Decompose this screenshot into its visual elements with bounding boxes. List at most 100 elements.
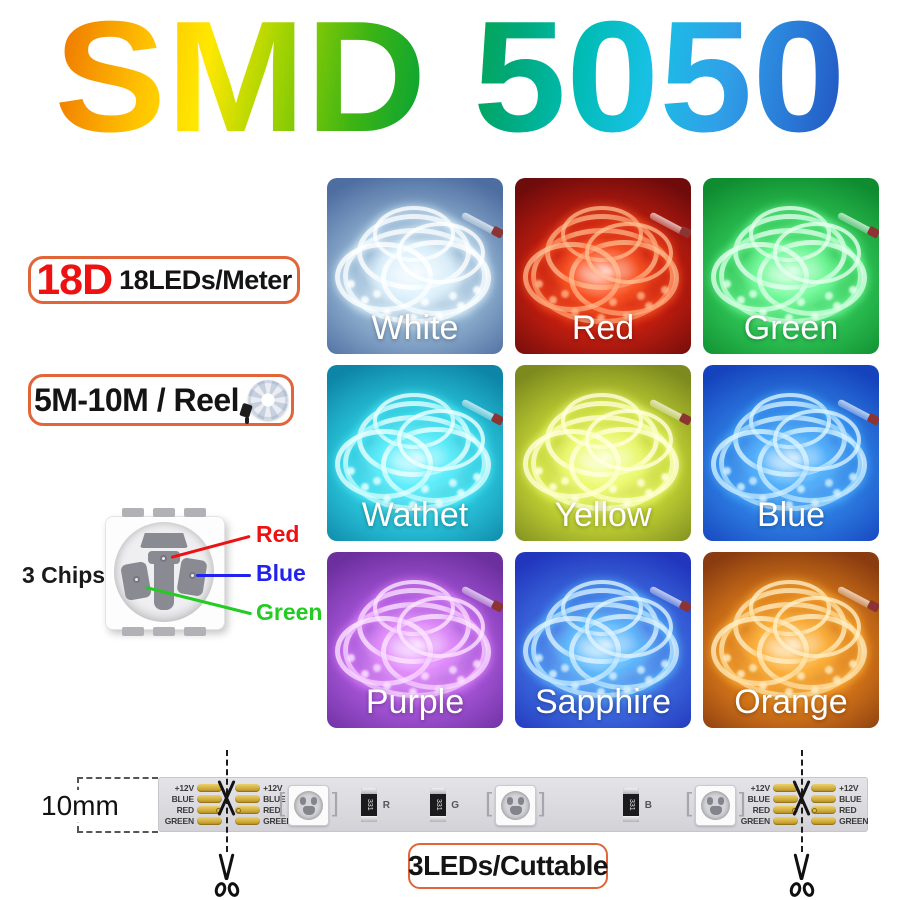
scissors-handle bbox=[225, 880, 242, 899]
chip-pin-tab bbox=[184, 627, 206, 636]
pin-label-blue: Blue bbox=[256, 560, 306, 586]
pad-label: RED bbox=[752, 805, 771, 816]
led-lens bbox=[501, 791, 530, 820]
pad-label: RED bbox=[263, 805, 281, 816]
resistor-green: 331 G bbox=[430, 788, 459, 822]
dimension-line-top bbox=[77, 777, 158, 779]
resistor-code: 331 bbox=[628, 799, 635, 811]
density-label: 18LEDs/Meter bbox=[119, 264, 292, 295]
led-chip bbox=[278, 785, 339, 826]
led-die bbox=[300, 797, 306, 805]
led-lens bbox=[294, 791, 323, 820]
chips-caption: 3 Chips bbox=[22, 562, 106, 588]
led-die bbox=[707, 797, 713, 805]
tile-label: Purple bbox=[365, 683, 465, 721]
chip-die-top bbox=[140, 533, 188, 548]
pin-label-red: Red bbox=[256, 521, 300, 547]
pad-label: BLUE bbox=[263, 793, 286, 804]
solder-pad bbox=[196, 783, 223, 792]
chip-pin-tab bbox=[122, 508, 144, 517]
scissors-blade bbox=[793, 853, 803, 881]
tile-label: Blue bbox=[756, 496, 826, 534]
led-chip bbox=[685, 785, 746, 826]
solder-pad bbox=[772, 817, 799, 826]
density-badge: 18D 18LEDs/Meter bbox=[28, 256, 300, 304]
scissors-handle bbox=[212, 880, 229, 899]
chip-pin-tab bbox=[153, 508, 175, 517]
reel-label: 5M-10M / Reel bbox=[33, 381, 240, 418]
scissors-icon bbox=[212, 853, 242, 899]
strip-coil-ring bbox=[773, 409, 861, 471]
pad-label: GREEN bbox=[740, 816, 770, 827]
solder-pad bbox=[772, 783, 799, 792]
pad-label: GREEN bbox=[263, 816, 293, 827]
strip-coil-ring bbox=[585, 222, 673, 284]
pad-label: BLUE bbox=[839, 793, 862, 804]
tile-label: White bbox=[371, 309, 459, 347]
density-code: 18D bbox=[36, 255, 113, 304]
solder-pad bbox=[772, 794, 799, 803]
led-chip bbox=[485, 785, 546, 826]
pad-label: GREEN bbox=[839, 816, 869, 827]
chip-pin-tab bbox=[153, 627, 175, 636]
color-tile-wathet: Wathet bbox=[327, 365, 503, 541]
led-strip-pcb: +12V +12V BLUE BLUE RED RED GREEN GREEN +12V +12… bbox=[158, 777, 870, 832]
scissors-handle bbox=[787, 880, 804, 899]
led-glow-dots bbox=[515, 552, 519, 556]
led-lens bbox=[701, 791, 730, 820]
resistor-letter: G bbox=[451, 800, 459, 811]
strip-coil-ring bbox=[585, 596, 673, 658]
chip-pin-tab bbox=[184, 508, 206, 517]
strip-coil-ring bbox=[585, 409, 673, 471]
solder-pad bbox=[196, 794, 223, 803]
pin-line-blue bbox=[196, 574, 251, 577]
led-die bbox=[302, 806, 315, 815]
strip-width-label: 10mm bbox=[38, 790, 122, 822]
color-tile-sapphire: Sapphire bbox=[515, 552, 691, 728]
solder-pad bbox=[810, 794, 837, 803]
scissors-blade bbox=[218, 853, 228, 881]
pad-label: BLUE bbox=[171, 793, 195, 804]
resistor-letter: R bbox=[382, 800, 390, 811]
led-glow-dots bbox=[515, 178, 519, 182]
tile-label: Red bbox=[571, 309, 635, 347]
resistor-red: 331 R bbox=[361, 788, 390, 822]
tile-label: Wathet bbox=[361, 496, 469, 534]
pad-label: RED bbox=[176, 805, 195, 816]
pad-label: +12V bbox=[839, 782, 859, 793]
pad-label: BLUE bbox=[747, 793, 771, 804]
pad-row-12v: +12V +12V bbox=[739, 782, 870, 793]
led-die bbox=[507, 797, 513, 805]
led-glow-dots bbox=[327, 178, 331, 182]
tile-label: Orange bbox=[734, 683, 848, 721]
strip-coil-ring bbox=[773, 222, 861, 284]
reel-badge: 5M-10M / Reel bbox=[28, 374, 294, 426]
color-tile-blue: Blue bbox=[703, 365, 879, 541]
tile-label: Green bbox=[743, 309, 839, 347]
tile-label: Yellow bbox=[554, 496, 652, 534]
led-glow-dots bbox=[327, 365, 331, 369]
pad-label: +12V bbox=[750, 782, 770, 793]
pad-row-12v: +12V +12V bbox=[163, 782, 294, 793]
led-die bbox=[718, 797, 724, 805]
dimension-line-bottom bbox=[77, 831, 158, 833]
color-tile-purple: Purple bbox=[327, 552, 503, 728]
cuttable-badge: 3LEDs/Cuttable bbox=[408, 843, 608, 889]
solder-pad-group-right: +12V +12V BLUE BLUE RED RED GREEN GREEN bbox=[739, 778, 870, 831]
pad-row-green: GREEN GREEN bbox=[739, 816, 870, 827]
pad-row-blue: BLUE BLUE bbox=[163, 793, 294, 804]
solder-pad bbox=[810, 783, 837, 792]
pad-label: +12V bbox=[174, 782, 194, 793]
pad-label: GREEN bbox=[164, 816, 194, 827]
chip-die-column bbox=[154, 556, 174, 610]
scissors-icon bbox=[787, 853, 817, 899]
strip-coil-ring bbox=[397, 596, 485, 658]
strip-coil-ring bbox=[773, 596, 861, 658]
scissors-handle bbox=[800, 880, 817, 899]
solder-pad-group-left: +12V +12V BLUE BLUE RED RED GREEN GREEN bbox=[163, 778, 294, 831]
led-die bbox=[311, 797, 317, 805]
chip-bond-red bbox=[160, 555, 167, 562]
pad-label: RED bbox=[839, 805, 857, 816]
led-glow-dots bbox=[703, 552, 707, 556]
tile-label: Sapphire bbox=[534, 683, 672, 721]
